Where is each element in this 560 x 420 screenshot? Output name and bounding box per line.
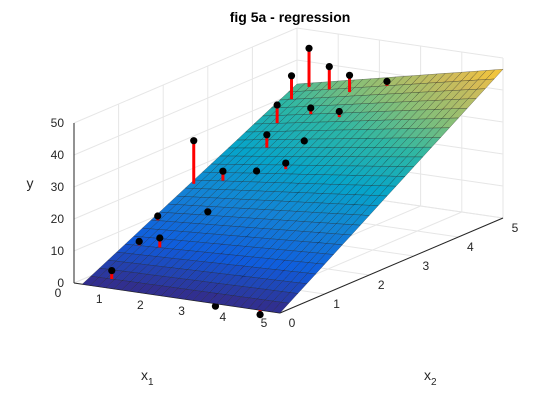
data-point	[211, 302, 220, 310]
y-axis-label: y	[27, 175, 34, 191]
data-point	[335, 107, 343, 116]
data-point	[273, 101, 281, 109]
data-point	[307, 104, 315, 112]
x1-tick-label: 1	[96, 292, 103, 306]
data-points	[108, 44, 391, 279]
x2-tick-label: 5	[512, 221, 519, 235]
x2-tick-label: 3	[422, 259, 429, 273]
x1-axis-label-subscript: 1	[148, 377, 154, 388]
x1-tick-label: 2	[137, 298, 144, 312]
y-tick-label: 10	[51, 244, 65, 258]
data-point	[190, 137, 198, 145]
x1-tick-label: 0	[55, 286, 62, 300]
data-point	[154, 212, 162, 220]
data-point	[256, 311, 264, 319]
data-point	[300, 137, 308, 145]
x1-tick-label: 3	[178, 304, 185, 318]
data-point	[325, 63, 333, 71]
data-point	[287, 72, 296, 80]
x1-axis-label-base: x	[141, 367, 148, 383]
x2-tick-label: 0	[289, 316, 296, 330]
surface-patch	[271, 302, 290, 314]
y-tick-label: 30	[51, 180, 65, 194]
y-tick-label: 0	[57, 276, 64, 290]
y-tick-label: 50	[51, 116, 65, 130]
data-point	[282, 159, 290, 167]
data-point	[219, 167, 227, 175]
y-tick-label: 20	[51, 212, 65, 226]
chart-title: fig 5a - regression	[230, 9, 351, 25]
x2-axis-label-subscript: 2	[431, 377, 437, 388]
data-point	[345, 71, 354, 79]
data-point	[156, 234, 164, 242]
x2-axis-label-base: x	[424, 367, 431, 383]
data-point	[135, 237, 143, 245]
data-point	[263, 131, 271, 139]
data-point	[108, 267, 116, 275]
x2-axis-line	[279, 217, 504, 314]
x2-tick-label: 1	[333, 297, 340, 311]
data-point	[305, 44, 313, 52]
x1-tick-label: 5	[261, 316, 268, 330]
data-point	[204, 208, 212, 216]
x2-tick-label: 2	[378, 278, 385, 292]
y-tick-label: 40	[51, 148, 65, 162]
x2-axis-label: x2	[424, 367, 437, 388]
regression-surface	[81, 68, 504, 319]
x1-tick-label: 4	[219, 310, 226, 324]
x1-axis-label: x1	[141, 367, 154, 388]
data-point	[383, 77, 391, 85]
x2-tick-label: 4	[467, 240, 474, 254]
data-point	[252, 167, 261, 175]
